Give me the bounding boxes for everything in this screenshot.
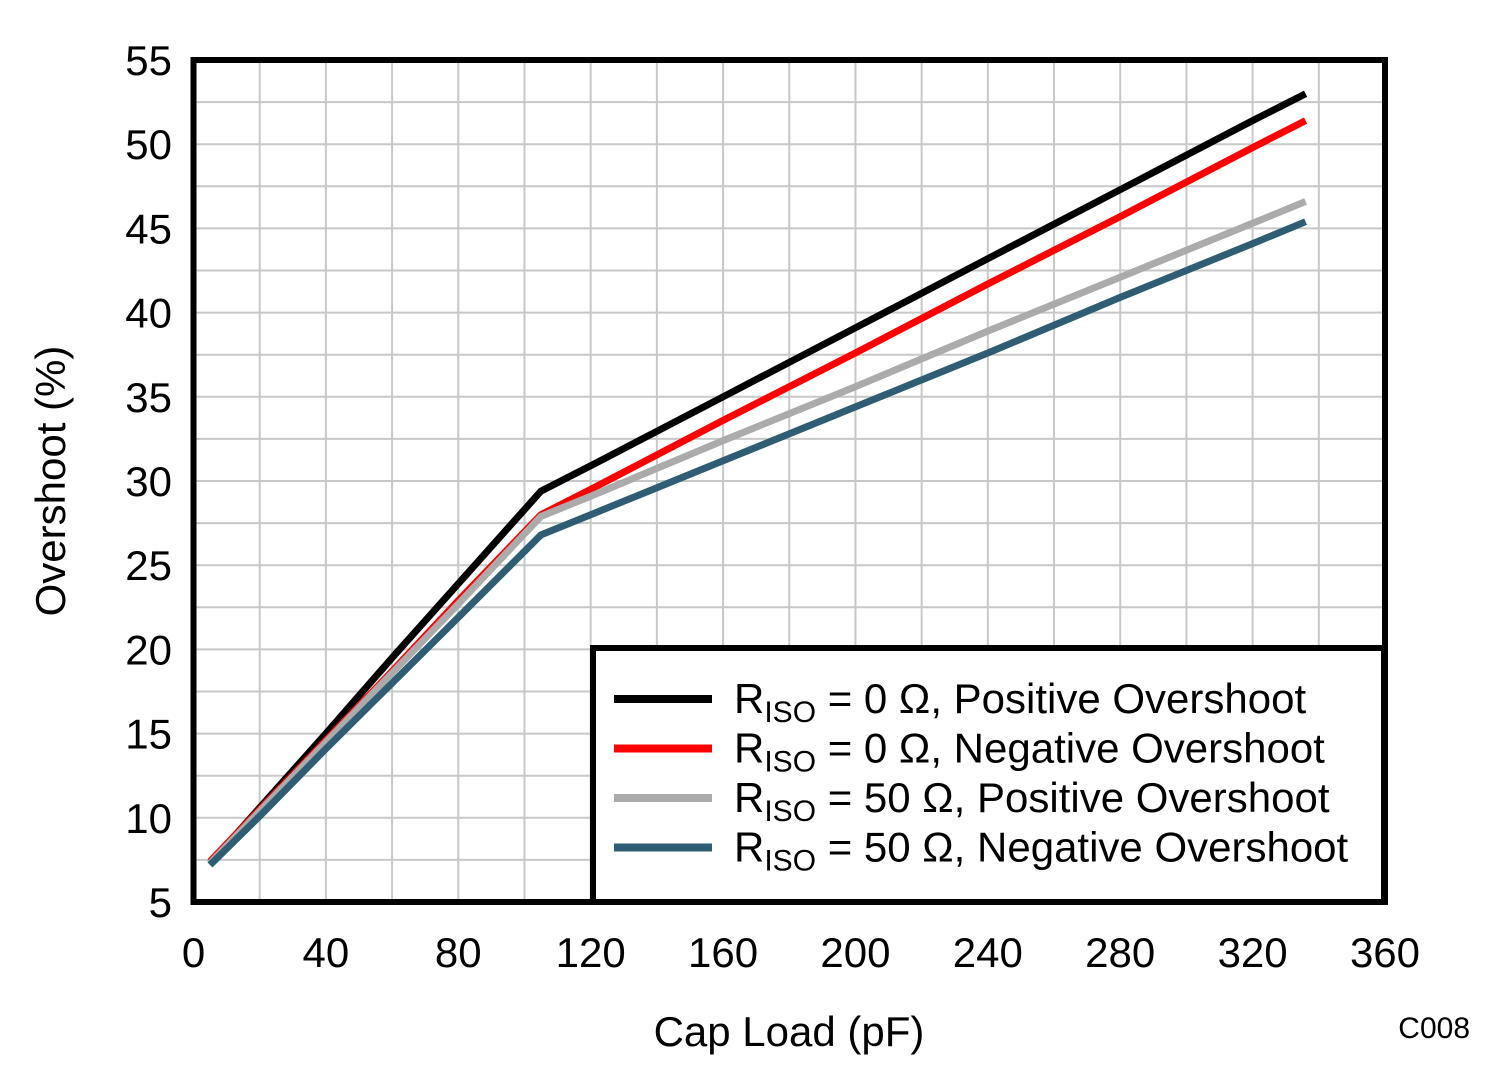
x-tick-label: 80 <box>435 929 482 976</box>
legend-item: RISO = 0 Ω, Negative Overshoot <box>614 725 1325 779</box>
legend-label-riso-50-positive: RISO = 50 Ω, Positive Overshoot <box>734 774 1330 828</box>
y-tick-label: 25 <box>125 542 172 589</box>
x-tick-label: 160 <box>688 929 758 976</box>
y-tick-label: 15 <box>125 711 172 758</box>
series-line-riso-0-positive <box>207 90 1308 866</box>
x-tick-label: 40 <box>303 929 350 976</box>
x-tick-label: 320 <box>1218 929 1288 976</box>
x-tick-label: 200 <box>820 929 890 976</box>
y-axis-tick-labels: 5 10 15 20 25 30 35 40 45 50 55 <box>125 37 172 926</box>
x-tick-label: 240 <box>953 929 1023 976</box>
legend-label-riso-0-positive: RISO = 0 Ω, Positive Overshoot <box>734 675 1306 729</box>
x-tick-label: 0 <box>182 929 205 976</box>
legend-item: RISO = 50 Ω, Negative Overshoot <box>614 824 1349 878</box>
y-tick-label: 10 <box>125 795 172 842</box>
y-tick-label: 40 <box>125 290 172 337</box>
y-tick-label: 45 <box>125 205 172 252</box>
y-tick-label: 35 <box>125 374 172 421</box>
y-tick-label: 30 <box>125 458 172 505</box>
legend-label-riso-50-negative: RISO = 50 Ω, Negative Overshoot <box>734 824 1349 878</box>
x-axis-tick-labels: 0 40 80 120 160 200 240 280 320 360 <box>182 929 1420 976</box>
x-axis-title: Cap Load (pF) <box>654 1008 925 1055</box>
figure-code-label: C008 <box>1398 1012 1470 1045</box>
x-tick-label: 360 <box>1350 929 1420 976</box>
legend: RISO = 0 Ω, Positive Overshoot RISO = 0 … <box>590 645 1387 905</box>
y-tick-label: 5 <box>149 879 172 926</box>
y-axis-title: Overshoot (%) <box>27 346 74 617</box>
x-tick-label: 120 <box>556 929 626 976</box>
y-tick-label: 50 <box>125 121 172 168</box>
series-line-riso-50-positive <box>207 198 1307 866</box>
y-tick-label: 20 <box>125 626 172 673</box>
legend-item: RISO = 0 Ω, Positive Overshoot <box>614 675 1306 729</box>
legend-label-riso-0-negative: RISO = 0 Ω, Negative Overshoot <box>734 725 1325 779</box>
x-tick-label: 280 <box>1085 929 1155 976</box>
legend-item: RISO = 50 Ω, Positive Overshoot <box>614 774 1330 828</box>
legend-box <box>590 645 1387 905</box>
series-line-riso-50-negative <box>207 218 1307 868</box>
series-lines <box>207 90 1308 868</box>
y-tick-label: 55 <box>125 37 172 84</box>
